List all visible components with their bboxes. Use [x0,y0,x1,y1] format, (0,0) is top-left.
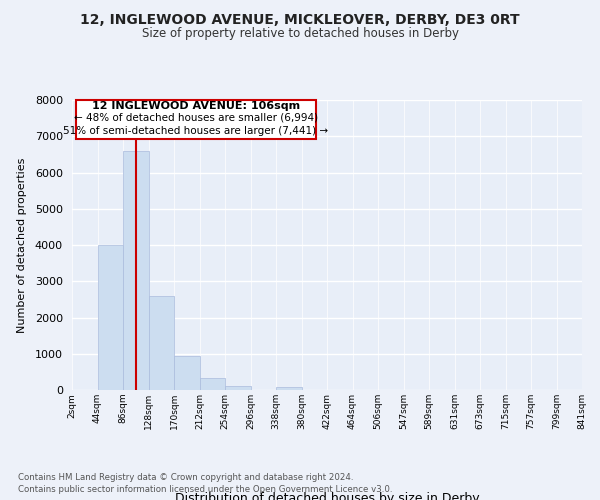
Bar [123,151,149,390]
Text: Contains public sector information licensed under the Open Government Licence v3: Contains public sector information licen… [18,485,392,494]
Text: 12, INGLEWOOD AVENUE, MICKLEOVER, DERBY, DE3 0RT: 12, INGLEWOOD AVENUE, MICKLEOVER, DERBY,… [80,12,520,26]
Text: Contains HM Land Registry data © Crown copyright and database right 2024.: Contains HM Land Registry data © Crown c… [18,474,353,482]
FancyBboxPatch shape [76,100,316,139]
Bar [225,386,251,390]
X-axis label: Distribution of detached houses by size in Derby: Distribution of detached houses by size … [175,492,479,500]
Bar [174,356,199,390]
Bar [97,245,123,390]
Text: ← 48% of detached houses are smaller (6,994): ← 48% of detached houses are smaller (6,… [74,112,318,122]
Text: Size of property relative to detached houses in Derby: Size of property relative to detached ho… [142,28,458,40]
Text: 12 INGLEWOOD AVENUE: 106sqm: 12 INGLEWOOD AVENUE: 106sqm [92,101,300,111]
Bar [276,387,302,390]
Text: 51% of semi-detached houses are larger (7,441) →: 51% of semi-detached houses are larger (… [63,126,328,136]
Bar [149,296,174,390]
Y-axis label: Number of detached properties: Number of detached properties [17,158,26,332]
Bar [199,378,225,390]
